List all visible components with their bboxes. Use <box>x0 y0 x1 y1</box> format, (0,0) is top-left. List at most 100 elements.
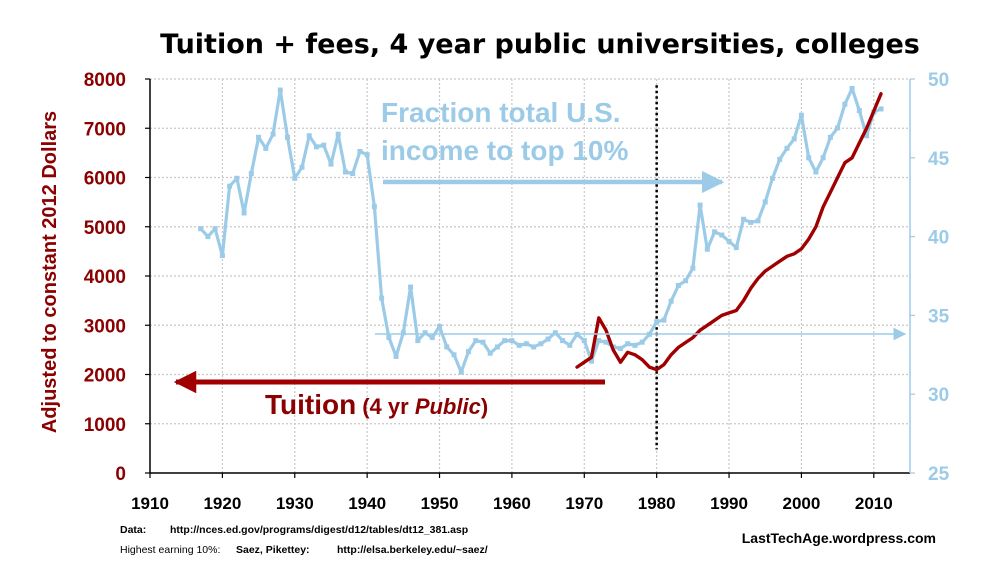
y-tick-label: 3000 <box>84 316 126 337</box>
tuition-line <box>575 92 883 372</box>
income-point <box>379 295 385 301</box>
tuition-label-close: ) <box>481 394 488 419</box>
y-tick-label: 1000 <box>84 415 126 436</box>
tuition-label: Tuition (4 yr Public) <box>265 389 488 420</box>
income-point <box>581 338 587 344</box>
y-tick-label: 6000 <box>84 169 126 190</box>
income-point <box>784 145 790 151</box>
income-point <box>350 171 356 177</box>
series-income-top10 <box>198 85 884 375</box>
footer-source-label: Highest earning 10%: <box>120 544 220 556</box>
x-tick-label: 1910 <box>131 494 169 513</box>
grid <box>150 78 910 473</box>
y-tick-label: 5000 <box>84 218 126 239</box>
income-point <box>661 317 667 323</box>
x-tick-label: 2000 <box>783 494 821 513</box>
income-point <box>313 144 319 150</box>
income-point <box>458 369 464 375</box>
y2-tick-label: 35 <box>928 306 950 327</box>
income-point <box>292 175 298 181</box>
income-point <box>864 133 870 139</box>
income-point <box>560 338 566 344</box>
x-tick-label: 2010 <box>855 494 893 513</box>
footer-data-url: http://nces.ed.gov/programs/digest/d12/t… <box>170 524 468 536</box>
x-tick-label: 1940 <box>348 494 386 513</box>
income-point <box>494 344 500 350</box>
income-point <box>552 330 558 336</box>
income-point <box>487 350 493 356</box>
income-point <box>849 85 855 91</box>
income-point <box>241 210 247 216</box>
tuition-label-paren: (4 yr <box>362 394 415 419</box>
income-point <box>719 232 725 238</box>
income-point <box>697 202 703 208</box>
income-point <box>415 338 421 344</box>
income-point <box>777 156 783 162</box>
tuition-label-main: Tuition <box>265 389 356 420</box>
chart-title: Tuition + fees, 4 year public universiti… <box>160 29 920 60</box>
income-point <box>386 334 392 340</box>
income-point <box>205 234 211 240</box>
income-point <box>234 175 240 181</box>
income-point <box>842 101 848 107</box>
income-point <box>335 131 341 137</box>
y-tick-label: 4000 <box>84 267 126 288</box>
income-point <box>538 341 544 347</box>
income-point <box>596 338 602 344</box>
income-point <box>227 183 233 189</box>
income-point <box>444 344 450 350</box>
income-point <box>523 341 529 347</box>
income-point <box>357 148 363 154</box>
income-point <box>212 226 218 232</box>
income-point <box>878 106 884 112</box>
income-point <box>675 282 681 288</box>
tuition-label-public: Public <box>415 394 481 419</box>
income-point <box>328 161 334 167</box>
income-point <box>509 338 515 344</box>
income-point <box>400 330 406 336</box>
income-point <box>733 245 739 251</box>
x-tick-label: 1920 <box>203 494 241 513</box>
y2-tick-label: 40 <box>928 228 949 249</box>
income-point <box>451 352 457 358</box>
series-tuition <box>575 92 883 372</box>
income-label-line2: income to top 10% <box>381 135 628 166</box>
y2-tick-label: 30 <box>928 385 949 406</box>
income-point <box>654 319 660 325</box>
income-point <box>769 175 775 181</box>
y2-tick-label: 45 <box>928 149 950 170</box>
y-tick-label: 2000 <box>84 366 126 387</box>
income-point <box>755 218 761 224</box>
income-point <box>248 171 254 177</box>
income-point <box>219 253 225 259</box>
x-tick-label: 1990 <box>710 494 748 513</box>
y-tick-label: 0 <box>115 464 126 485</box>
x-tick-label: 1930 <box>276 494 314 513</box>
income-point <box>632 342 638 348</box>
income-point <box>726 238 732 244</box>
income-point <box>791 136 797 142</box>
income-point <box>567 342 573 348</box>
left-axis-ticks: 0 1000 2000 3000 4000 5000 6000 7000 8000 <box>84 70 150 485</box>
income-point <box>342 169 348 175</box>
income-point <box>480 339 486 345</box>
income-point <box>465 349 471 355</box>
y2-tick-label: 50 <box>928 70 949 91</box>
right-axis-ticks: 25 30 35 40 45 50 <box>910 70 950 485</box>
income-point <box>198 226 204 232</box>
income-point <box>589 358 595 364</box>
income-point <box>820 155 826 161</box>
income-point <box>285 134 291 140</box>
income-point <box>277 87 283 93</box>
income-point <box>502 338 508 344</box>
income-point <box>364 152 370 158</box>
income-point <box>748 219 754 225</box>
income-point <box>813 169 819 175</box>
income-point <box>545 336 551 342</box>
income-point <box>741 216 747 222</box>
income-point <box>306 133 312 139</box>
income-point <box>668 298 674 304</box>
income-point <box>408 284 414 290</box>
income-point <box>856 108 862 114</box>
